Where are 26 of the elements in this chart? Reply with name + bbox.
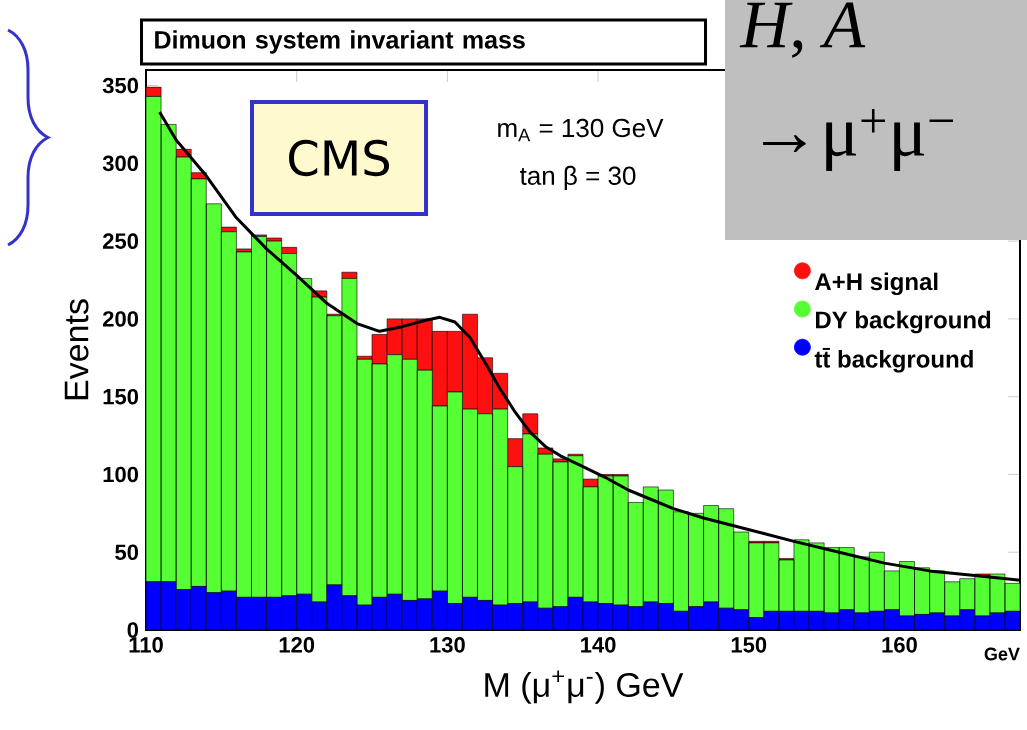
annotation: →μ$^{+}$μ$^{−}$ [763, 109, 954, 171]
annotation: m$_{A}$ = 130 GeV [498, 118, 664, 142]
y-tick-label: 0 [127, 622, 139, 638]
annotation: CMS [289, 139, 390, 177]
x-tick-label: 120 [279, 637, 315, 653]
x-tick-label: 160 [882, 637, 917, 653]
legend-label: A+H signal [814, 272, 938, 296]
x-tick-label: 140 [581, 637, 616, 653]
legend-label: tt̄ background [814, 347, 973, 373]
text: GeV [984, 647, 1020, 661]
x-tick-label: 150 [731, 637, 767, 653]
x-tick-label: 110 [129, 637, 163, 653]
y-tick-label: 300 [102, 155, 139, 172]
y-axis-title: Events [64, 299, 89, 400]
legend-label: DY background [815, 310, 991, 334]
y-tick-label: 150 [103, 388, 139, 405]
x-tick-label: 130 [430, 637, 465, 653]
y-tick-label: 250 [102, 233, 139, 249]
y-tick-label: 200 [102, 311, 139, 327]
annotation: tan β = 30 [519, 165, 636, 191]
text: H, A [739, 2, 866, 58]
y-tick-label: 50 [115, 544, 139, 561]
x-axis-title: M (μ$^{+}$μ$^{-}$) GeV [485, 670, 684, 704]
chart-title: Dimuon system invariant mass [155, 30, 525, 54]
y-tick-label: 100 [103, 466, 139, 483]
y-tick-label: 350 [102, 77, 139, 94]
